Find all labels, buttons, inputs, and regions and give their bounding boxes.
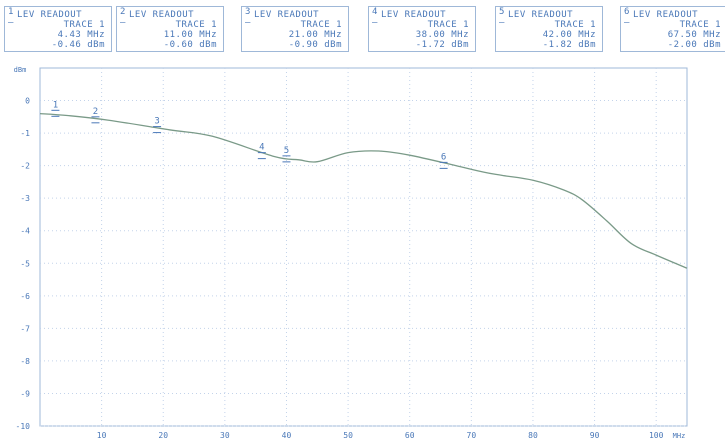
readout-level: -0.46 dBm: [51, 40, 105, 50]
readout-number: 5: [499, 7, 505, 17]
axes: 10 20 30 40 50 60 70 80 90 100 MHz 0 -1 -2 -3 -4 -5 -6 -7 -…: [14, 66, 686, 440]
readout-number: 4: [372, 7, 378, 17]
y-tick-label: -3: [20, 194, 30, 203]
x-tick-label: 40: [282, 431, 292, 440]
readout-title: LEV READOUT: [633, 10, 699, 20]
readout-trace: TRACE 1: [63, 20, 105, 30]
readout-dash: —: [624, 18, 630, 28]
readout-frequency: 21.00 MHz: [288, 30, 342, 40]
readout-trace: TRACE 1: [427, 20, 469, 30]
y-tick-label: -9: [20, 389, 30, 398]
readout-level: -0.60 dBm: [163, 40, 217, 50]
marker-5: 5: [282, 146, 291, 163]
marker-4: 4: [257, 143, 266, 160]
x-tick-label: 100: [649, 431, 664, 440]
readout-dash: —: [499, 18, 505, 28]
x-tick-label: 80: [528, 431, 538, 440]
readout-title: LEV READOUT: [381, 10, 447, 20]
readout-level: -0.90 dBm: [288, 40, 342, 50]
x-tick-label: 90: [590, 431, 600, 440]
readout-frequency: 67.50 MHz: [667, 30, 721, 40]
x-tick-label: 10: [97, 431, 107, 440]
readout-panel-1: 1 LEV READOUT TRACE 1 4.43 MHz -0.46 dBm —: [4, 6, 112, 52]
readout-frequency: 4.43 MHz: [57, 30, 105, 40]
plot-frame: [39, 67, 688, 427]
x-tick-label: 20: [158, 431, 168, 440]
y-tick-label: -1: [20, 129, 30, 138]
marker-layer: 1 2 3 4 5 6: [51, 100, 448, 169]
x-tick-label: 60: [405, 431, 415, 440]
y-tick-label: -10: [16, 422, 31, 431]
y-tick-label: 0: [25, 97, 30, 106]
readout-frequency: 38.00 MHz: [415, 30, 469, 40]
marker-2: 2: [91, 107, 100, 124]
y-axis-label: dBm: [14, 66, 27, 74]
readout-panel-3: 3 LEV READOUT TRACE 1 21.00 MHz -0.90 dBm —: [241, 6, 349, 52]
readout-level: -1.82 dBm: [542, 40, 596, 50]
readout-panel-2: 2 LEV READOUT TRACE 1 11.00 MHz -0.60 dBm —: [116, 6, 224, 52]
readout-dash: —: [120, 18, 126, 28]
readout-level: -2.00 dBm: [667, 40, 721, 50]
trace-line-1: [39, 112, 688, 269]
readout-trace: TRACE 1: [554, 20, 596, 30]
grid: [39, 67, 688, 427]
readout-dash: —: [245, 18, 251, 28]
x-tick-label: 70: [467, 431, 477, 440]
y-tick-label: -4: [20, 227, 30, 236]
marker-readout-bar: 1 LEV READOUT TRACE 1 4.43 MHz -0.46 dBm —2 LE…: [0, 0, 725, 56]
x-unit-label: MHz: [673, 432, 686, 440]
readout-frequency: 11.00 MHz: [163, 30, 217, 40]
marker-label: 4: [259, 143, 264, 153]
readout-level: -1.72 dBm: [415, 40, 469, 50]
readout-number: 2: [120, 7, 126, 17]
y-tick-label: -2: [20, 162, 30, 171]
readout-title: LEV READOUT: [254, 10, 320, 20]
readout-number: 3: [245, 7, 251, 17]
marker-label: 1: [53, 100, 58, 110]
readout-trace: TRACE 1: [300, 20, 342, 30]
readout-panel-5: 5 LEV READOUT TRACE 1 42.00 MHz -1.82 dBm —: [495, 6, 603, 52]
marker-label: 3: [154, 117, 159, 127]
marker-3: 3: [153, 117, 162, 134]
readout-number: 1: [8, 7, 14, 17]
x-tick-label: 30: [220, 431, 230, 440]
readout-trace: TRACE 1: [679, 20, 721, 30]
readout-title: LEV READOUT: [17, 10, 83, 20]
readout-dash: —: [372, 18, 378, 28]
readout-panel-4: 4 LEV READOUT TRACE 1 38.00 MHz -1.72 dBm —: [368, 6, 476, 52]
marker-label: 2: [93, 107, 98, 117]
readout-title: LEV READOUT: [129, 10, 195, 20]
marker-label: 6: [441, 152, 446, 162]
y-tick-label: -8: [20, 357, 30, 366]
y-tick-label: -6: [20, 292, 30, 301]
series-layer: [39, 112, 688, 269]
readout-title: LEV READOUT: [508, 10, 574, 20]
marker-label: 5: [284, 146, 289, 156]
y-tick-label: -5: [20, 259, 30, 268]
readout-dash: —: [8, 18, 14, 28]
readout-frequency: 42.00 MHz: [542, 30, 596, 40]
readout-trace: TRACE 1: [175, 20, 217, 30]
y-tick-label: -7: [20, 324, 30, 333]
x-tick-label: 50: [343, 431, 353, 440]
marker-6: 6: [439, 152, 448, 169]
readout-panel-6: 6 LEV READOUT TRACE 1 67.50 MHz -2.00 dBm —: [620, 6, 725, 52]
level-chart: 10 20 30 40 50 60 70 80 90 100 MHz 0 -1 -2 -3 -4 -5 -6 -7 -…: [14, 66, 688, 440]
readout-number: 6: [624, 7, 630, 17]
marker-1: 1: [51, 100, 60, 117]
